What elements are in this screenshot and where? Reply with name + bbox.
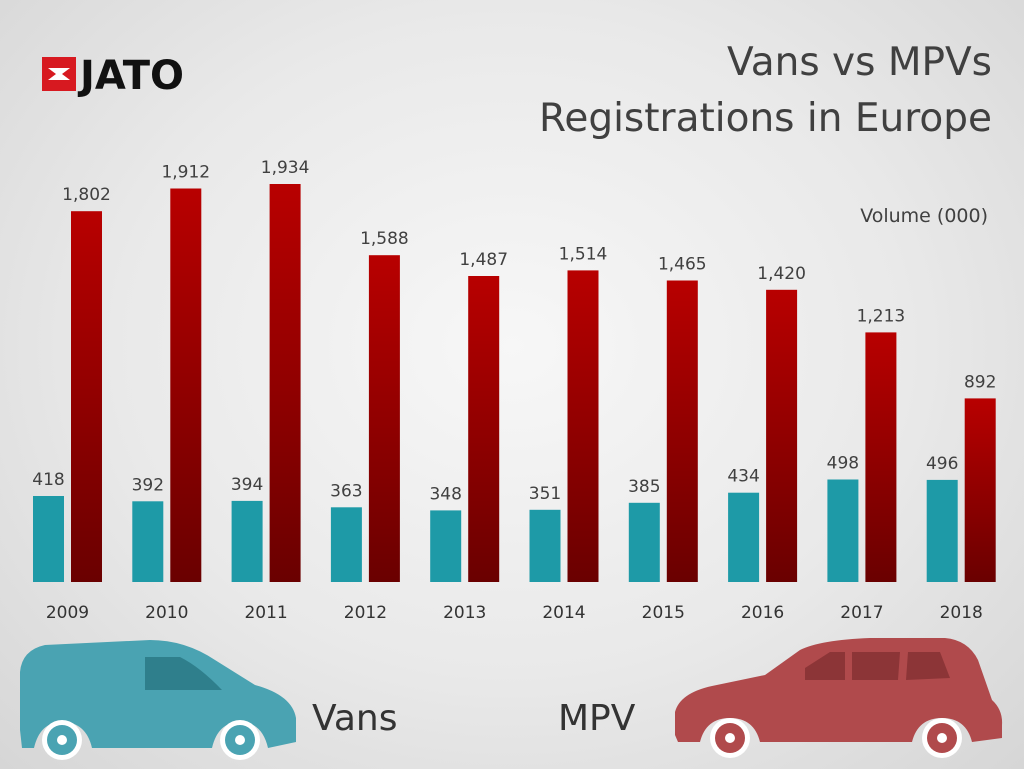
legend-item-mpv: MPV [558, 638, 1003, 758]
mpv-bar-2018 [964, 398, 996, 582]
jato-logo-arrow-icon [48, 68, 70, 80]
mpv-value-label-2017: 1,213 [857, 306, 906, 326]
vans-value-label-2009: 418 [32, 470, 64, 490]
vans-bar-2016 [728, 492, 760, 582]
vans-value-label-2012: 363 [330, 481, 362, 501]
x-tick-label-2012: 2012 [344, 603, 387, 623]
mpv-bar-2017 [865, 332, 897, 582]
x-tick-label-2009: 2009 [46, 603, 89, 623]
mpv-value-label-2014: 1,514 [559, 244, 608, 264]
x-tick-label-2011: 2011 [244, 603, 287, 623]
vans-bar-2018 [926, 479, 958, 582]
mpv-value-label-2018: 892 [964, 372, 996, 392]
unit-label: Volume (000) [860, 205, 988, 227]
mpv-bar-2016 [766, 289, 798, 582]
bars-layer [33, 184, 996, 582]
x-tick-label-2015: 2015 [642, 603, 685, 623]
mpv-value-label-2012: 1,588 [360, 229, 409, 249]
vans-value-label-2011: 394 [231, 475, 263, 495]
vans-bar-2011 [231, 500, 263, 582]
vans-value-label-2017: 498 [827, 454, 859, 474]
x-tick-label-2014: 2014 [542, 603, 585, 623]
x-tick-label-2010: 2010 [145, 603, 188, 623]
vans-value-label-2015: 385 [628, 477, 660, 497]
vans-value-label-2013: 348 [429, 484, 461, 504]
mpv-value-label-2015: 1,465 [658, 255, 707, 275]
mpv-value-label-2010: 1,912 [161, 163, 210, 183]
mpv-bar-2015 [666, 280, 698, 582]
vans-bar-2012 [330, 507, 362, 582]
chart-title-line-1: Vans vs MPVs [727, 40, 992, 85]
mpv-icon [675, 638, 1003, 758]
legend-label-vans: Vans [312, 698, 397, 739]
x-tick-label-2016: 2016 [741, 603, 784, 623]
mpv-bar-2010 [170, 188, 202, 582]
vans-bar-2009 [33, 496, 64, 582]
mpv-value-label-2011: 1,934 [261, 158, 310, 178]
vans-bar-2015 [628, 502, 660, 582]
x-tick-label-2013: 2013 [443, 603, 486, 623]
mpv-value-label-2013: 1,487 [459, 250, 508, 270]
vans-bar-2014 [529, 509, 561, 582]
vans-bar-2017 [827, 479, 859, 582]
vans-value-label-2010: 392 [132, 475, 164, 495]
chart-title-line-2: Registrations in Europe [539, 96, 992, 141]
mpv-bar-2014 [567, 270, 599, 582]
x-tick-labels-layer: 2009 2010 2011 2012 2013 2014 2015 2016 2017 2018 [46, 603, 983, 623]
legend-label-mpv: MPV [558, 698, 636, 739]
value-labels-layer: 418 1,802 392 1,912 394 1,934 363 1,588 348 1,487… [32, 158, 996, 504]
mpv-value-label-2016: 1,420 [757, 264, 806, 284]
jato-logo-text: JATO [77, 53, 184, 99]
jato-logo: JATO [42, 53, 184, 99]
legend-item-vans: Vans [20, 640, 397, 760]
mpv-bar-2013 [468, 276, 500, 582]
x-tick-label-2018: 2018 [940, 603, 983, 623]
mpv-bar-2009 [71, 211, 102, 582]
mpv-bar-2012 [368, 255, 400, 582]
mpv-value-label-2009: 1,802 [62, 185, 111, 205]
vans-bar-2013 [430, 510, 462, 582]
vans-value-label-2018: 496 [926, 454, 958, 474]
vans-bar-2010 [132, 501, 164, 582]
van-icon [20, 640, 296, 760]
mpv-bar-2011 [269, 184, 301, 582]
vans-value-label-2016: 434 [727, 467, 759, 487]
x-tick-label-2017: 2017 [840, 603, 883, 623]
vans-value-label-2014: 351 [529, 484, 561, 504]
